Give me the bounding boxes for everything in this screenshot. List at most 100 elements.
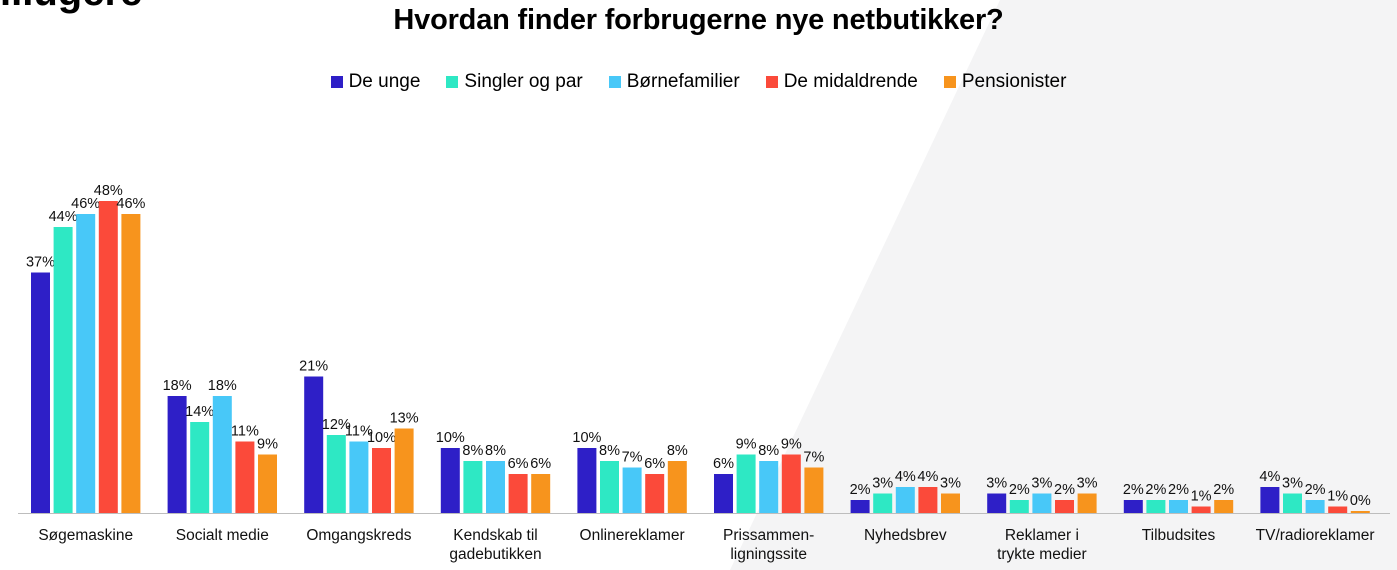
bar-value-label: 3% xyxy=(872,476,893,492)
bar xyxy=(508,474,528,513)
bar xyxy=(98,201,118,513)
bar xyxy=(600,461,619,513)
bar-value-label: 2% xyxy=(1009,482,1030,498)
bar xyxy=(1191,506,1211,513)
category-label: Omgangskreds xyxy=(306,527,411,544)
bar-value-label: 14% xyxy=(185,404,214,420)
bar-value-label: 6% xyxy=(644,456,665,472)
category-label: Nyhedsbrev xyxy=(864,527,947,544)
bar xyxy=(372,448,391,513)
bar xyxy=(235,441,255,513)
bar xyxy=(895,487,915,513)
legend-item-3: De midaldrende xyxy=(765,71,918,93)
bar-value-label: 8% xyxy=(758,443,779,459)
bar-value-label: 2% xyxy=(1168,482,1189,498)
legend-swatch xyxy=(765,76,778,88)
bar-value-label: 3% xyxy=(1077,476,1098,492)
bar xyxy=(622,467,642,513)
bar-value-label: 10% xyxy=(436,430,465,446)
bar-value-label: 3% xyxy=(1282,476,1303,492)
bar-value-label: 13% xyxy=(390,411,419,427)
bar xyxy=(53,227,73,513)
bar-value-label: 11% xyxy=(345,424,373,440)
bar-value-label: 6% xyxy=(508,456,529,472)
bar xyxy=(394,428,414,513)
bar-value-label: 9% xyxy=(257,437,278,453)
bar-value-label: 1% xyxy=(1327,489,1348,505)
bar xyxy=(1305,500,1325,513)
bar xyxy=(1146,500,1166,513)
bar xyxy=(190,422,210,513)
bar-value-label: 12% xyxy=(322,417,351,433)
legend-swatch xyxy=(943,76,956,88)
legend-label: Børnefamilier xyxy=(626,71,740,92)
bar-value-label: 1% xyxy=(1191,489,1212,505)
bar-value-label: 8% xyxy=(485,443,506,459)
bar xyxy=(1055,500,1074,513)
category-label: gadebutikken xyxy=(449,546,541,563)
bar xyxy=(1328,506,1348,513)
bar xyxy=(1214,500,1234,513)
bar xyxy=(714,474,733,513)
bar-value-label: 21% xyxy=(299,359,328,375)
bar xyxy=(121,214,141,513)
bar xyxy=(486,461,505,513)
bar-value-label: 4% xyxy=(917,469,938,485)
bar-value-label: 8% xyxy=(667,443,688,459)
bar-value-label: 2% xyxy=(1123,482,1144,498)
bar xyxy=(781,454,801,513)
bar-value-label: 2% xyxy=(1305,482,1326,498)
category-label: Socialt medie xyxy=(176,527,269,544)
bar-value-label: 3% xyxy=(940,476,961,492)
bar-value-label: 6% xyxy=(530,456,551,472)
bar xyxy=(1260,487,1280,513)
legend-swatch xyxy=(446,76,459,88)
category-label: ligningssite xyxy=(730,546,807,563)
bar-value-label: 0% xyxy=(1350,493,1371,509)
bar xyxy=(941,493,960,513)
bar-value-label: 2% xyxy=(1145,482,1166,498)
chart-legend: De unge Singler og par Børnefamilier De mid… xyxy=(0,71,1397,93)
bar-value-label: 2% xyxy=(850,482,871,498)
bar xyxy=(531,474,551,513)
legend-swatch xyxy=(330,76,343,88)
bar xyxy=(987,493,1007,513)
bar xyxy=(31,272,50,513)
legend-label: De unge xyxy=(348,71,421,92)
bar-value-label: 37% xyxy=(26,255,55,271)
bar-value-label: 9% xyxy=(781,437,802,453)
bar-value-label: 7% xyxy=(803,450,824,466)
legend-item-1: Singler og par xyxy=(446,71,583,93)
category-label: trykte medier xyxy=(997,546,1087,563)
bar xyxy=(759,461,779,513)
bar-value-label: 7% xyxy=(622,450,643,466)
bar xyxy=(1077,493,1097,513)
category-label: Søgemaskine xyxy=(38,527,133,544)
bar-value-label: 9% xyxy=(736,437,757,453)
bar xyxy=(76,214,96,513)
bar xyxy=(440,448,460,513)
bar xyxy=(667,461,687,513)
category-label: Kendskab til xyxy=(453,527,537,544)
bar-value-label: 46% xyxy=(71,196,100,212)
bar xyxy=(918,487,938,513)
bar xyxy=(326,435,346,513)
bar-value-label: 10% xyxy=(572,430,601,446)
bar-value-label: 18% xyxy=(208,378,237,394)
bar xyxy=(1032,493,1052,513)
bar xyxy=(212,396,232,513)
category-label: Onlinereklamer xyxy=(580,527,685,544)
legend-item-0: De unge xyxy=(330,71,421,93)
bar xyxy=(258,454,277,513)
bar-value-label: 4% xyxy=(1259,469,1280,485)
bar-value-label: 18% xyxy=(163,378,192,394)
bar xyxy=(1283,493,1302,513)
bar-value-label: 8% xyxy=(599,443,620,459)
bar xyxy=(463,461,483,513)
category-label: TV/radioreklamer xyxy=(1256,527,1375,544)
bar-value-label: 8% xyxy=(462,443,483,459)
bar xyxy=(167,396,187,513)
bar-value-label: 11% xyxy=(231,424,259,440)
bar xyxy=(304,376,324,513)
